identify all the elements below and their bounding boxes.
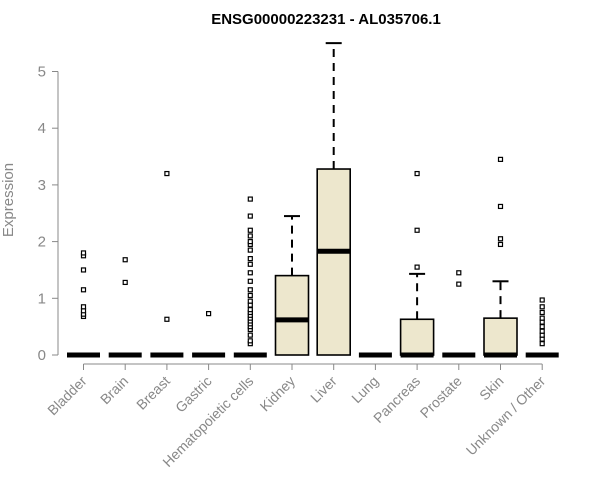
outlier-point [164,170,170,177]
outlier-point [539,297,545,303]
outlier-point [247,298,253,304]
box-brain [108,257,142,358]
box-body [399,318,435,356]
outlier-point [247,307,253,313]
outlier-point [80,304,87,310]
outlier-point [497,241,504,248]
x-tick-label: Liver [307,373,340,406]
outlier-point [80,267,87,273]
box-skin [483,156,518,358]
box-body [274,274,310,356]
y-axis-label: Expression [0,163,17,237]
x-tick-label: Brain [97,373,131,407]
outlier-point [247,332,253,338]
y-tick-label: 2 [38,234,46,251]
outlier-point [247,338,253,344]
x-tick-label: Unknown / Other [463,373,549,459]
outlier-point [539,341,545,347]
y-tick-label: 0 [38,347,46,364]
x-tick-label: Lung [348,373,381,406]
box-hematopoietic-cells [233,196,267,358]
y-tick-label: 1 [38,290,46,307]
outlier-point [247,256,253,262]
box-gastric [192,311,226,358]
box-body [316,168,352,356]
box-bladder [67,250,100,358]
outlier-point [247,292,253,299]
outlier-point [456,270,462,276]
outlier-point [539,328,545,334]
outlier-point [539,315,545,321]
box-unknown-other [525,297,559,358]
outlier-point [247,287,253,293]
x-tick-label: Bladder [44,373,90,419]
outlier-point [247,196,253,202]
outlier-point [539,309,545,316]
box-breast [150,170,184,358]
outlier-point [247,247,253,253]
outlier-point [80,250,87,256]
box-liver [316,42,352,356]
boxes-group [67,42,559,358]
outlier-point [456,281,462,287]
outlier-point [497,203,504,210]
box-body [483,317,518,356]
outlier-point [122,257,128,263]
outlier-point [247,233,253,239]
outlier-point [206,311,212,317]
y-tick-label: 5 [38,64,46,81]
outlier-point [539,304,545,310]
box-prostate [442,270,476,358]
outlier-point [164,316,170,322]
outlier-point [414,264,420,270]
outlier-point [80,287,87,293]
box-pancreas [399,170,435,358]
outlier-point [247,239,253,245]
outlier-point [122,279,128,286]
y-tick-label: 3 [38,177,46,194]
outlier-point [247,213,253,219]
x-tick-label: Skin [476,373,507,404]
x-tick-label: Kidney [257,373,299,415]
outlier-point [414,227,420,233]
x-tick-label: Prostate [417,373,465,421]
outlier-point [539,324,545,330]
x-tick-label: Breast [133,373,173,413]
y-axis: 0 1 2 3 4 5 [38,64,59,364]
outlier-point [247,278,253,284]
outlier-point [414,170,420,177]
chart-title: ENSG00000223231 - AL035706.1 [211,11,441,28]
y-tick-label: 4 [38,120,46,137]
outlier-point [497,156,504,162]
outlier-point [497,236,504,242]
outlier-point [247,261,253,267]
outlier-point [247,270,253,276]
box-kidney [274,215,310,356]
outlier-point [247,227,253,233]
